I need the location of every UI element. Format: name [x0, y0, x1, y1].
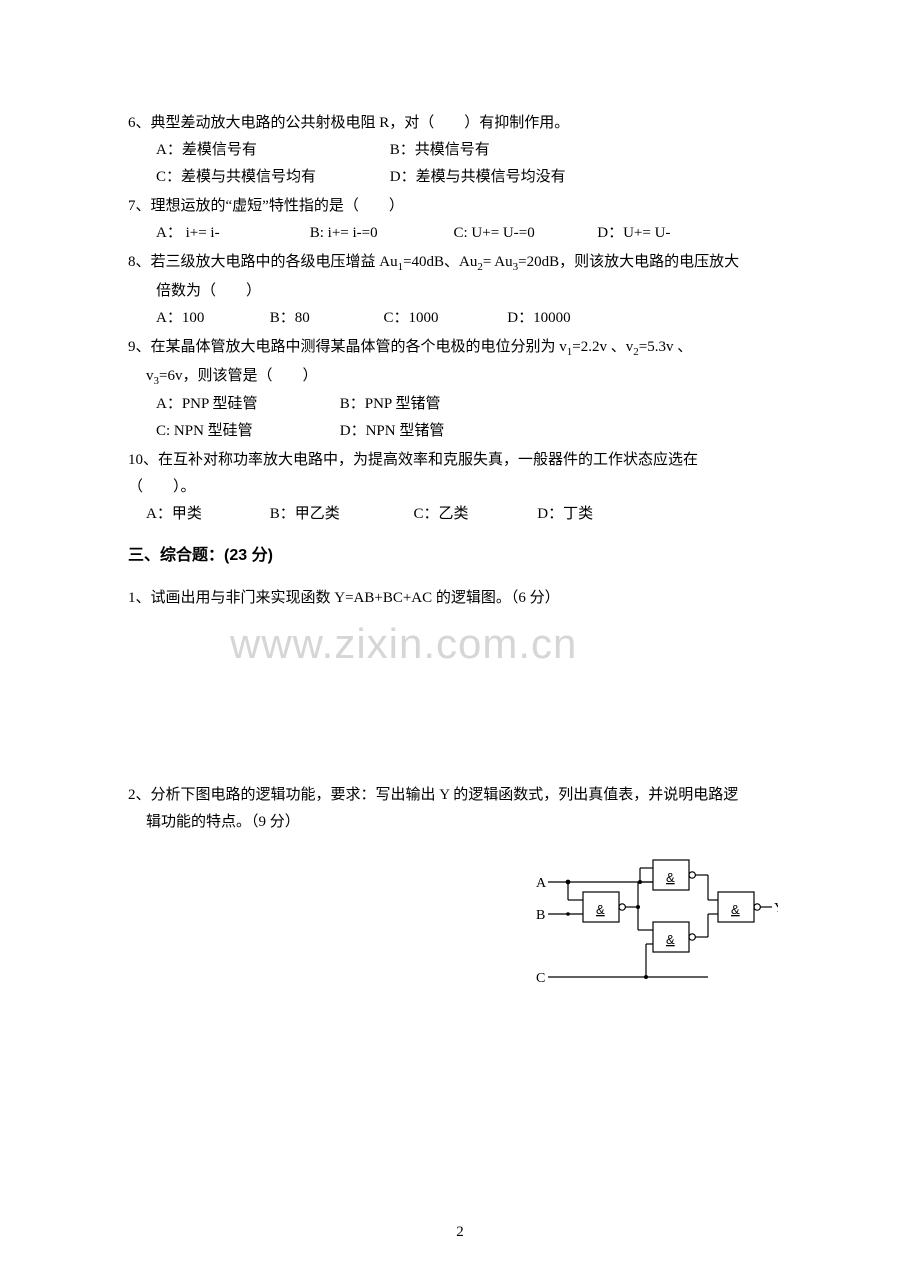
question-8: 8、若三级放大电路中的各级电压增益 Au1=40dB、Au2= Au3=20dB… — [128, 249, 802, 332]
question-6: 6、典型差动放大电路的公共射极电阻 R，对（ ）有抑制作用。 A：差模信号有 B… — [128, 110, 802, 191]
gate4-symbol: & — [731, 902, 740, 917]
blank-space-p1 — [128, 612, 802, 782]
q6-opt-d: D：差模与共模信号均没有 — [390, 164, 566, 191]
q8-opt-b: B：80 — [270, 305, 380, 332]
logic-diagram-svg: A B C Y & & & & — [528, 842, 778, 1002]
section-3-title: 三、综合题：(23 分) — [128, 542, 802, 571]
q7-opt-b: B: i+= i-=0 — [310, 220, 450, 247]
q10-stem: 10、在互补对称功率放大电路中，为提高效率和克服失真，一般器件的工作状态应选在 — [128, 447, 802, 474]
problem-2-line2: 辑功能的特点。（9 分） — [128, 809, 802, 836]
logic-diagram: A B C Y & & & & — [528, 842, 778, 1012]
q6-options-row2: C：差模与共模信号均有 D：差模与共模信号均没有 — [128, 164, 802, 191]
label-Y: Y — [774, 901, 778, 916]
q9-line2a: v — [146, 368, 154, 384]
q6-opt-b: B：共模信号有 — [390, 137, 490, 164]
q8-stem: 8、若三级放大电路中的各级电压增益 Au1=40dB、Au2= Au3=20dB… — [128, 249, 802, 278]
q9-opt-c: C: NPN 型硅管 — [156, 418, 336, 445]
q9-line2: v3=6v，则该管是（ ） — [128, 363, 802, 392]
q10-opt-a: A：甲类 — [146, 501, 266, 528]
gate1-symbol: & — [596, 902, 605, 917]
q7-stem: 7、理想运放的“虚短”特性指的是（ ） — [128, 193, 802, 220]
gate3-symbol: & — [666, 932, 675, 947]
label-B: B — [536, 908, 545, 923]
q6-stem: 6、典型差动放大电路的公共射极电阻 R，对（ ）有抑制作用。 — [128, 110, 802, 137]
q6-opt-a: A：差模信号有 — [156, 137, 386, 164]
problem-1: 1、试画出用与非门来实现函数 Y=AB+BC+AC 的逻辑图。（6 分） — [128, 585, 802, 612]
q10-opt-b: B：甲乙类 — [270, 501, 410, 528]
q7-opt-d: D：U+= U- — [597, 220, 670, 247]
q10-options: A：甲类 B：甲乙类 C：乙类 D：丁类 — [128, 501, 802, 528]
q9-options-row1: A：PNP 型硅管 B：PNP 型锗管 — [128, 391, 802, 418]
q9-options-row2: C: NPN 型硅管 D：NPN 型锗管 — [128, 418, 802, 445]
q9-opt-a: A：PNP 型硅管 — [156, 391, 336, 418]
q8-line2: 倍数为（ ） — [128, 278, 802, 305]
q9-opt-d: D：NPN 型锗管 — [340, 418, 445, 445]
q10-opt-c: C：乙类 — [414, 501, 534, 528]
question-10: 10、在互补对称功率放大电路中，为提高效率和克服失真，一般器件的工作状态应选在 … — [128, 447, 802, 528]
question-7: 7、理想运放的“虚短”特性指的是（ ） A： i+= i- B: i+= i-=… — [128, 193, 802, 247]
q8-mid2: = Au — [483, 254, 513, 270]
page-number: 2 — [0, 1224, 920, 1241]
q7-opt-a: A： i+= i- — [156, 220, 306, 247]
q8-opt-d: D：10000 — [507, 305, 570, 332]
q9-stem: 9、在某晶体管放大电路中测得某晶体管的各个电极的电位分别为 v1=2.2v 、v… — [128, 334, 802, 363]
q8-opt-c: C：1000 — [384, 305, 504, 332]
q8-options: A：100 B：80 C：1000 D：10000 — [128, 305, 802, 332]
q8-mid1: =40dB、Au — [403, 254, 477, 270]
q9-opt-b: B：PNP 型锗管 — [340, 391, 441, 418]
label-C: C — [536, 971, 545, 986]
problem-2-line1: 2、分析下图电路的逻辑功能，要求：写出输出 Y 的逻辑函数式，列出真值表，并说明… — [128, 782, 802, 809]
exam-page: 6、典型差动放大电路的公共射极电阻 R，对（ ）有抑制作用。 A：差模信号有 B… — [0, 0, 920, 1052]
q8-opt-a: A：100 — [156, 305, 266, 332]
q6-options-row1: A：差模信号有 B：共模信号有 — [128, 137, 802, 164]
q9-stem-pre: 9、在某晶体管放大电路中测得某晶体管的各个电极的电位分别为 v — [128, 339, 567, 355]
q7-opt-c: C: U+= U-=0 — [454, 220, 594, 247]
question-9: 9、在某晶体管放大电路中测得某晶体管的各个电极的电位分别为 v1=2.2v 、v… — [128, 334, 802, 446]
q7-options: A： i+= i- B: i+= i-=0 C: U+= U-=0 D：U+= … — [128, 220, 802, 247]
label-A: A — [536, 876, 547, 891]
q10-line2: （ ）。 — [128, 474, 802, 501]
gate2-symbol: & — [666, 870, 675, 885]
q9-line2b: =6v，则该管是（ ） — [159, 368, 317, 384]
q8-stem-pre: 8、若三级放大电路中的各级电压增益 Au — [128, 254, 398, 270]
q10-opt-d: D：丁类 — [537, 501, 593, 528]
q9-mid1: =2.2v 、v — [572, 339, 633, 355]
q6-opt-c: C：差模与共模信号均有 — [156, 164, 386, 191]
q9-mid2: =5.3v 、 — [639, 339, 692, 355]
q8-stem-post: =20dB，则该放大电路的电压放大 — [518, 254, 739, 270]
